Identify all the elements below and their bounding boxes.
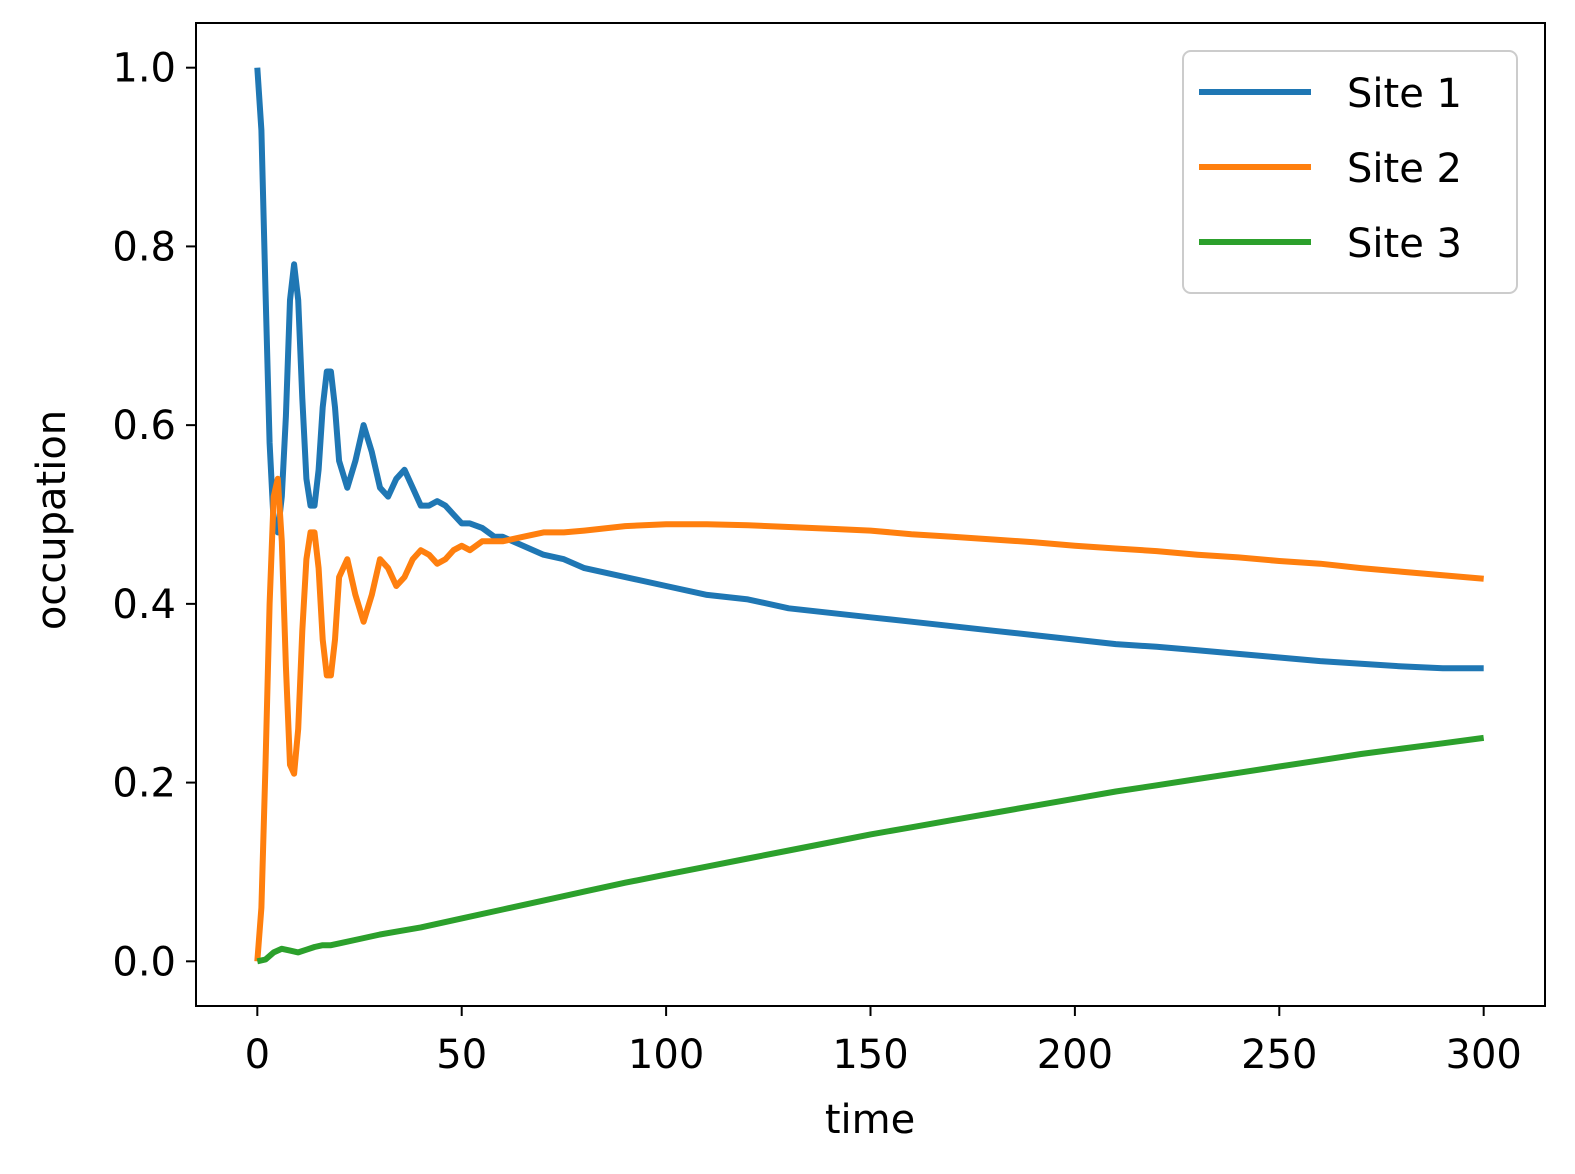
y-tick-label: 1.0 xyxy=(112,46,176,92)
legend-label-1: Site 1 xyxy=(1347,71,1462,117)
x-tick-label: 250 xyxy=(1241,1032,1317,1078)
x-tick-label: 0 xyxy=(245,1032,270,1078)
x-tick-label: 50 xyxy=(436,1032,487,1078)
legend: Site 1 Site 2 Site 3 xyxy=(1182,50,1518,294)
series-line-2 xyxy=(254,475,1484,962)
x-tick-label: 150 xyxy=(832,1032,908,1078)
legend-label-3: Site 3 xyxy=(1347,221,1462,267)
series-layer xyxy=(254,67,1485,965)
y-tick-label: 0.6 xyxy=(112,403,176,449)
y-axis: 0.0 0.2 0.4 0.6 0.8 1.0 xyxy=(112,46,196,985)
x-tick-label: 300 xyxy=(1446,1032,1522,1078)
x-axis: 0 50 100 150 200 250 300 xyxy=(245,1006,1522,1078)
x-tick-label: 200 xyxy=(1037,1032,1113,1078)
y-tick-label: 0.2 xyxy=(112,761,176,807)
x-tick-label: 100 xyxy=(628,1032,704,1078)
y-tick-label: 0.8 xyxy=(112,224,176,270)
y-tick-label: 0.0 xyxy=(112,939,176,985)
series-line-3 xyxy=(256,734,1485,965)
y-tick-label: 0.4 xyxy=(112,582,176,628)
legend-box xyxy=(1182,50,1518,294)
legend-label-2: Site 2 xyxy=(1347,146,1462,192)
x-axis-label: time xyxy=(825,1097,915,1143)
y-axis-label: occupation xyxy=(29,410,75,630)
series-line-1 xyxy=(254,67,1484,672)
